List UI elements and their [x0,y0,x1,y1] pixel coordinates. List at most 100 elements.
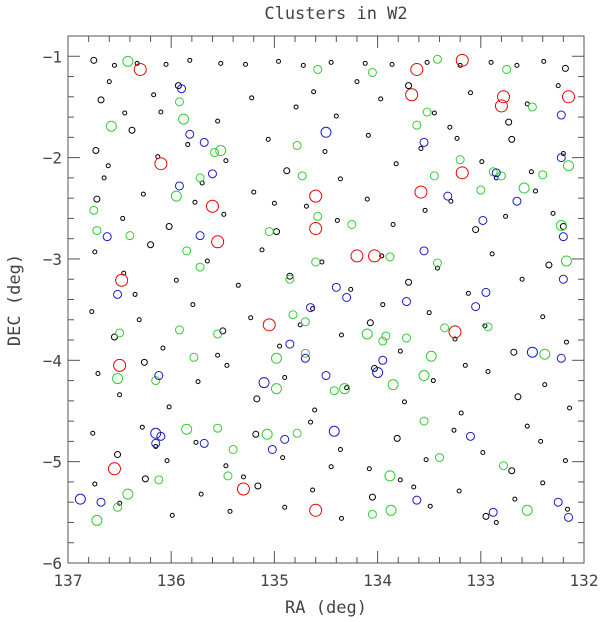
cluster-point-black [510,348,518,356]
cluster-point-black [405,278,413,286]
cluster-point-black [524,423,530,429]
cluster-point-black [362,60,368,66]
cluster-point-green [285,274,295,284]
cluster-point-black [165,223,173,231]
cluster-point-black [393,161,399,167]
cluster-point-black [95,370,101,376]
cluster-point-black [389,61,395,67]
cluster-point-black [293,104,299,110]
cluster-point-blue [113,289,123,299]
cluster-point-green [112,373,124,385]
cluster-point-green [387,379,399,391]
y-tick-label: −1 [43,47,62,66]
cluster-point-green [435,453,445,463]
cluster-point-green [125,231,135,241]
cluster-point-black [190,302,196,308]
cluster-point-black [366,319,374,327]
cluster-point-green [195,262,205,272]
cluster-point-green [385,504,397,516]
cluster-point-blue [488,507,498,517]
cluster-point-blue [207,169,217,179]
cluster-point-green [297,171,307,181]
cluster-point-black [378,96,384,102]
cluster-point-black [151,92,157,98]
cluster-point-blue [342,292,352,302]
cluster-point-black [160,345,166,351]
cluster-point-black [303,203,309,209]
cluster-point-green [300,348,310,358]
cluster-point-black [110,333,118,341]
cluster-point-black [480,450,486,456]
cluster-point-black [218,60,224,66]
cluster-point-black [380,302,386,308]
cluster-point-blue [556,353,566,363]
cluster-point-black [253,395,261,403]
cluster-point-green [339,383,351,395]
cluster-point-blue [151,438,161,448]
cluster-point-black [300,62,306,68]
cluster-point-black [532,188,538,194]
cluster-point-green [422,107,432,117]
cluster-point-green [174,97,184,107]
cluster-point-black [365,132,371,138]
cluster-point-black [227,508,233,514]
y-axis-title: DEC (deg) [5,254,25,346]
cluster-point-blue [331,282,341,292]
cluster-point-black [411,484,417,490]
cluster-point-black [368,493,376,501]
cluster-point-green [313,64,323,74]
cluster-point-green [425,350,437,362]
cluster-point-black [519,276,525,282]
cluster-point-black [567,405,573,411]
cluster-point-black [379,253,385,259]
cluster-point-black [105,163,111,169]
cluster-point-blue [481,287,491,297]
cluster-point-black [479,159,485,165]
cluster-point-black [540,480,546,486]
cluster-point-blue [174,181,184,191]
cluster-point-black [322,149,328,155]
cluster-point-black [276,58,282,64]
cluster-point-black [401,399,407,405]
cluster-point-green [151,376,161,386]
cluster-point-blue [328,425,340,437]
cluster-point-blue [199,438,209,448]
cluster-point-blue [195,231,205,241]
cluster-point-black [215,352,221,358]
cluster-point-black [97,96,105,104]
x-tick-label: 132 [570,571,599,590]
cluster-point-black [540,314,546,320]
cluster-point-black [193,439,199,445]
cluster-point-green [228,444,238,454]
cluster-point-red [133,62,147,76]
cluster-point-black [422,207,428,213]
x-tick-label: 133 [466,571,495,590]
cluster-point-green [261,428,273,440]
cluster-point-green [429,171,439,181]
cluster-point-black [364,196,370,202]
cluster-point-green [538,170,548,180]
cluster-point-green [347,220,357,230]
cluster-point-black [397,348,403,354]
cluster-point-red [262,318,276,332]
cluster-point-black [451,427,457,433]
cluster-point-black [195,379,201,385]
cluster-point-green [367,509,377,519]
cluster-point-black [252,430,260,438]
y-tick-label: −4 [43,351,62,370]
cluster-point-blue [199,137,209,147]
cluster-point-black [514,62,520,68]
cluster-point-black [337,176,343,182]
cluster-point-black [541,58,547,64]
cluster-point-black [561,64,569,72]
cluster-point-black [89,309,95,315]
cluster-point-green [195,173,205,183]
cluster-point-red [405,88,419,102]
cluster-point-black [169,512,175,518]
cluster-point-black [163,61,169,67]
cluster-point-green [115,328,125,338]
cluster-point-black [493,519,499,525]
cluster-point-blue [553,497,563,507]
cluster-point-black [503,213,509,219]
cluster-point-blue [267,444,277,454]
